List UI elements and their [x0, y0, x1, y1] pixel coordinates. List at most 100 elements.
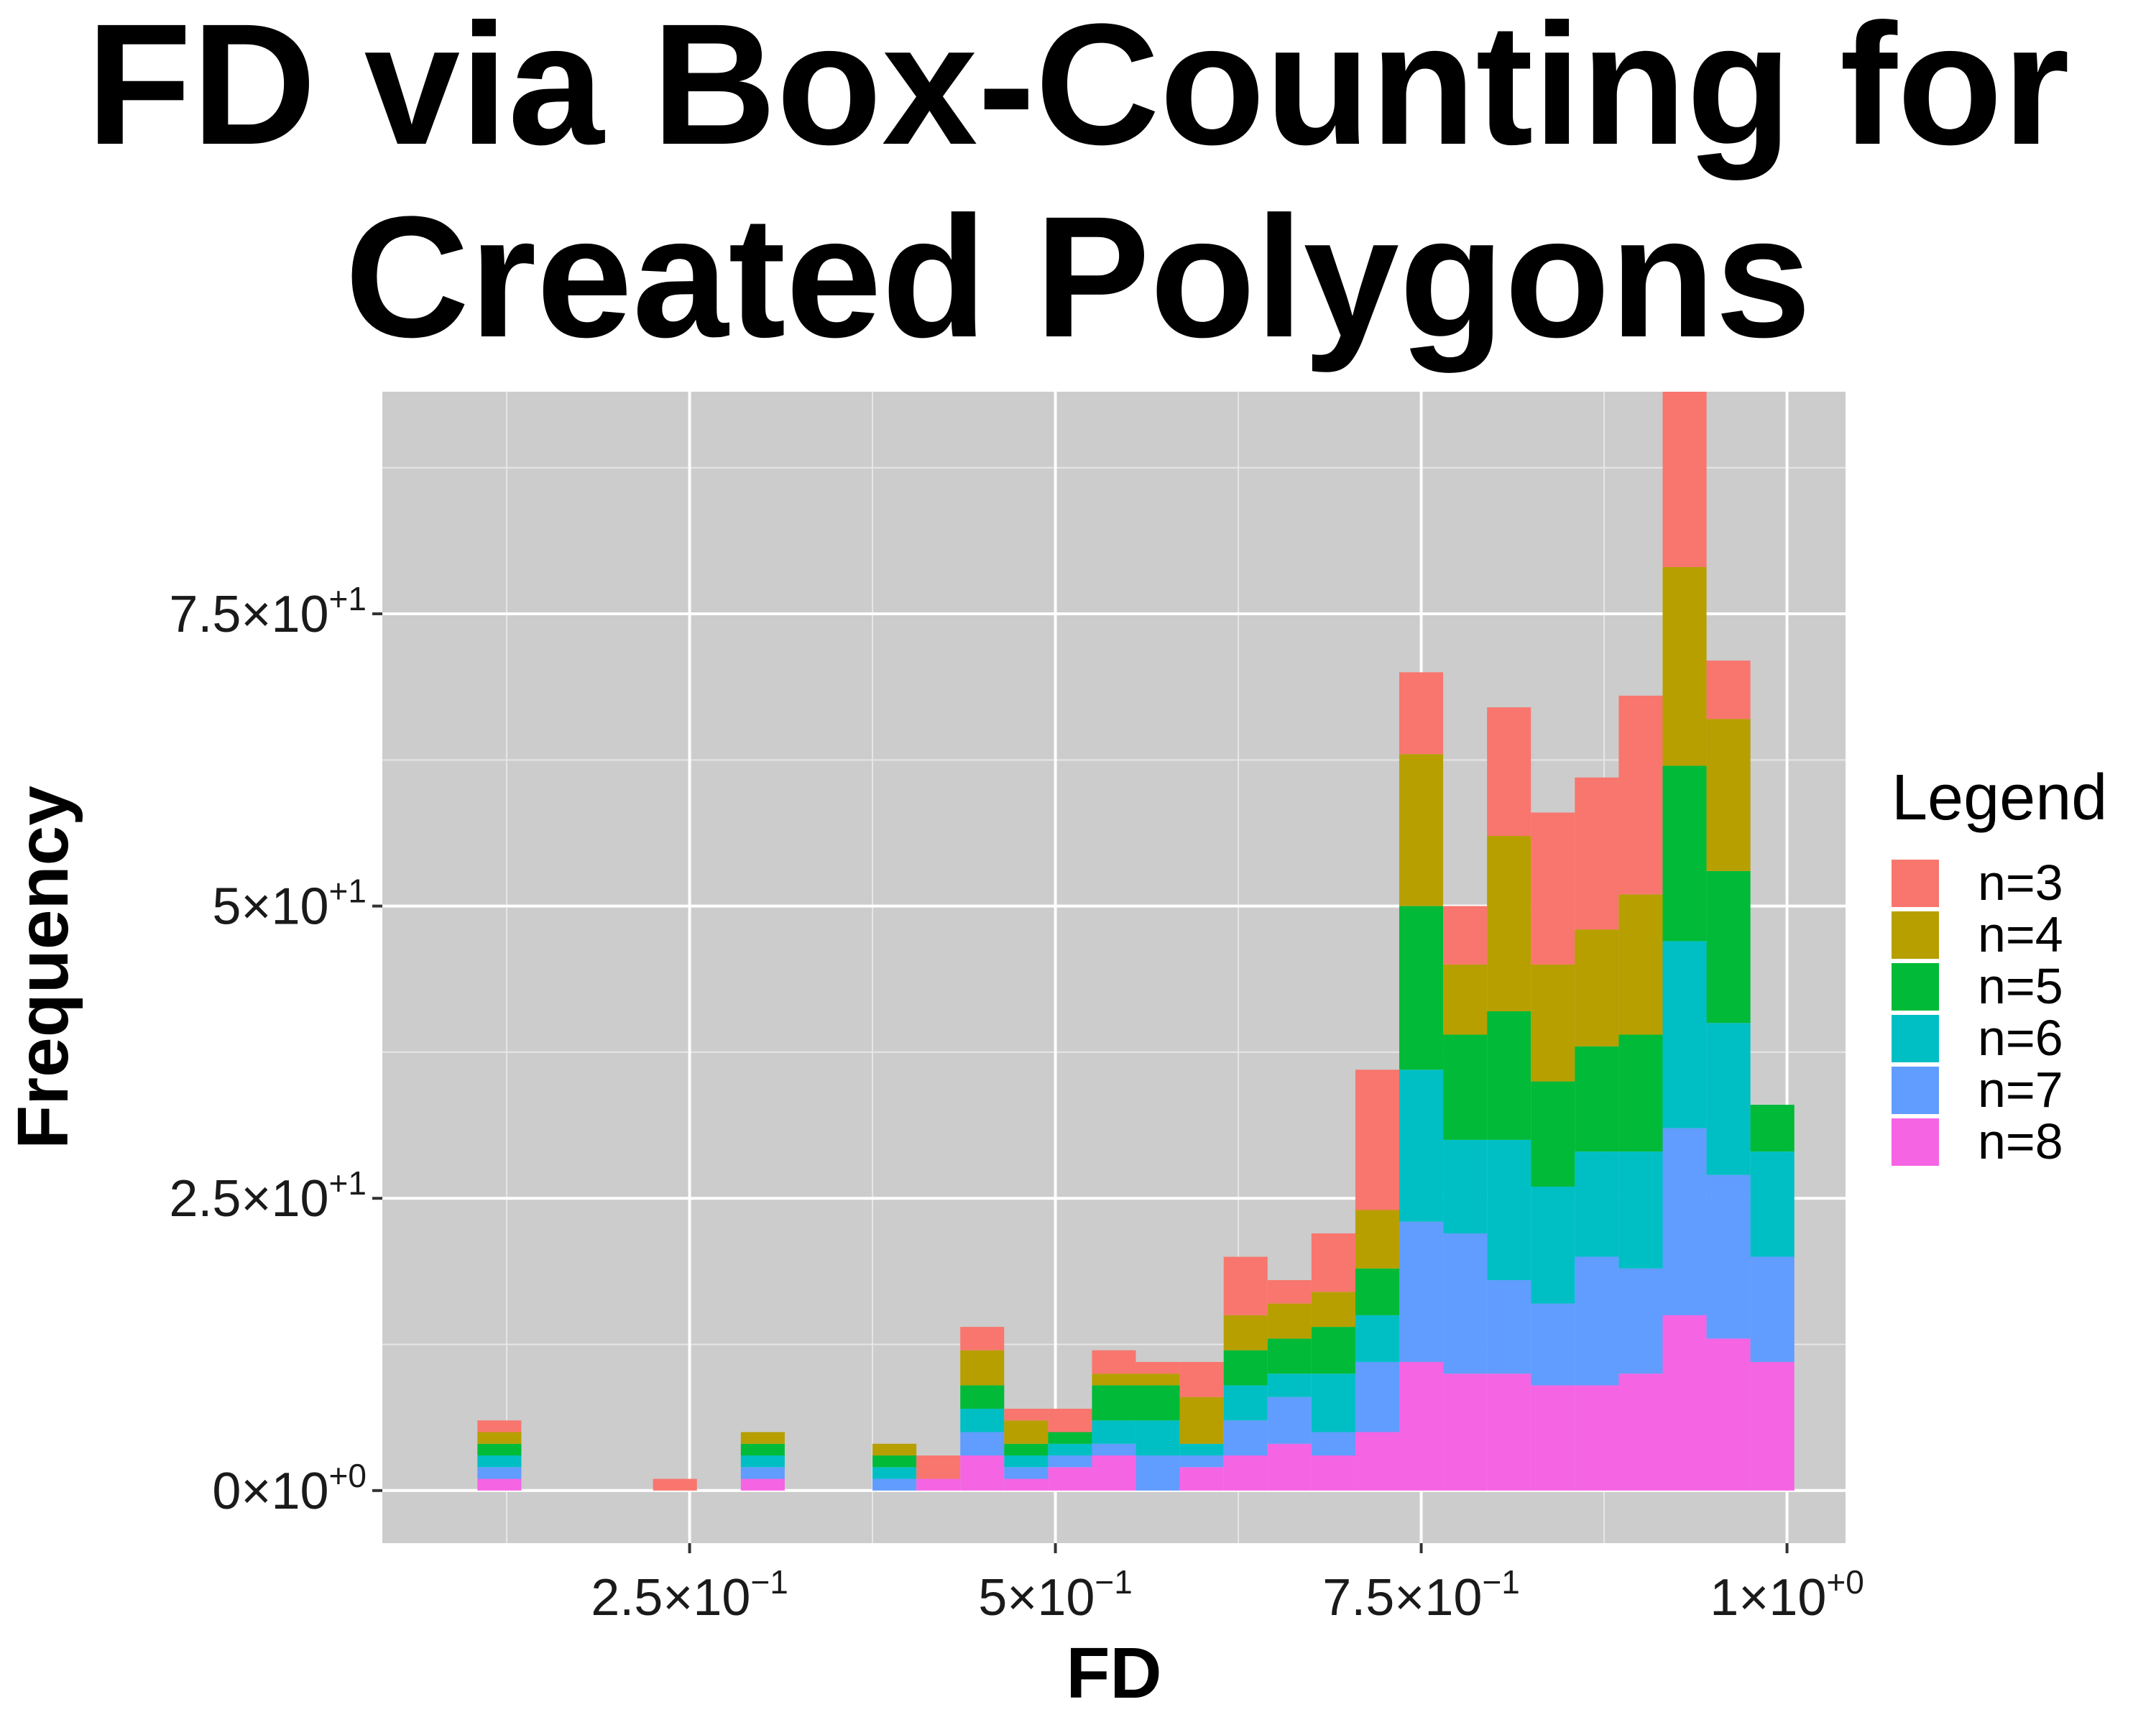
bar-segment-n5-bin-22	[1706, 870, 1751, 1024]
bar-segment-n6-bin-2	[740, 1455, 785, 1468]
chart-title-line-2: Created Polygons	[345, 180, 1811, 373]
bar-segment-n3-bin-13	[1311, 1233, 1355, 1292]
bar-segment-n4-bin-14	[1355, 1210, 1400, 1269]
bar-segment-n6-bin-14	[1355, 1315, 1400, 1362]
bar-segment-n8-bin-23	[1750, 1361, 1795, 1491]
bar-segment-n7-bin-8	[1092, 1443, 1136, 1456]
bar-segment-n4-bin-15	[1399, 754, 1444, 906]
bar-segment-n5-bin-0	[477, 1443, 522, 1456]
bar-segment-n7-bin-14	[1355, 1361, 1400, 1432]
bar-segment-n3-bin-7	[1048, 1408, 1092, 1432]
legend-label-n7: n=7	[1978, 1062, 2063, 1118]
bar-segment-n6-bin-9	[1135, 1420, 1180, 1456]
bar-segment-n5-bin-16	[1443, 1034, 1488, 1140]
bar-segment-n3-bin-22	[1706, 661, 1751, 719]
bar-segment-n8-bin-6	[1004, 1478, 1049, 1491]
bar-segment-n8-bin-18	[1531, 1385, 1575, 1491]
bar-segment-n6-bin-13	[1311, 1374, 1355, 1432]
bar-segment-n5-bin-8	[1092, 1385, 1136, 1421]
bar-segment-n8-bin-13	[1311, 1455, 1355, 1491]
bar-segment-n3-bin-20	[1618, 695, 1663, 895]
bar-segment-n8-bin-22	[1706, 1338, 1751, 1491]
bar-segment-n7-bin-9	[1135, 1455, 1180, 1491]
bar-segment-n8-bin-10	[1179, 1467, 1224, 1491]
bar-segment-n5-bin-6	[1004, 1443, 1049, 1456]
bar-segment-n6-bin-11	[1223, 1385, 1268, 1421]
bar-segment-n3-bin-18	[1531, 812, 1575, 965]
bar-segment-n3-bin-9	[1135, 1361, 1180, 1374]
x-tick-label: 5×10−1	[978, 1563, 1133, 1627]
x-tick-label: 1×10+0	[1710, 1563, 1864, 1627]
bar-segment-n8-bin-8	[1092, 1455, 1136, 1491]
bar-segment-n5-bin-21	[1662, 765, 1707, 942]
bar-segment-n3-bin-8	[1092, 1350, 1136, 1374]
legend-key-n5	[1892, 963, 1939, 1011]
bar-segment-n7-bin-12	[1267, 1397, 1312, 1444]
bar-segment-n5-bin-5	[960, 1385, 1005, 1409]
bar-segment-n5-bin-2	[740, 1443, 785, 1456]
bar-segment-n8-bin-21	[1662, 1315, 1707, 1491]
bar-segment-n7-bin-22	[1706, 1174, 1751, 1339]
bar-segment-n4-bin-19	[1575, 929, 1619, 1046]
bar-segment-n7-bin-7	[1048, 1455, 1092, 1468]
bar-segment-n8-bin-2	[740, 1478, 785, 1491]
bar-segment-n6-bin-12	[1267, 1374, 1312, 1397]
bar-segment-n3-bin-11	[1223, 1256, 1268, 1315]
bar-segment-n3-bin-17	[1487, 707, 1531, 837]
bar-segment-n8-bin-15	[1399, 1361, 1444, 1491]
legend-key-n7	[1892, 1067, 1939, 1114]
bar-segment-n6-bin-3	[872, 1467, 917, 1479]
bar-segment-n7-bin-3	[872, 1478, 917, 1491]
bar-segment-n4-bin-21	[1662, 566, 1707, 766]
bar-segment-n7-bin-15	[1399, 1221, 1444, 1362]
legend-key-n4	[1892, 911, 1939, 959]
x-axis-title: FD	[1066, 1633, 1161, 1714]
bar-segment-n6-bin-20	[1618, 1151, 1663, 1269]
bar-segment-n5-bin-23	[1750, 1105, 1795, 1152]
bar-segment-n7-bin-5	[960, 1432, 1005, 1456]
bar-segment-n5-bin-9	[1135, 1385, 1180, 1421]
bar-segment-n5-bin-14	[1355, 1268, 1400, 1315]
bar-segment-n4-bin-10	[1179, 1397, 1224, 1444]
bar-segment-n3-bin-12	[1267, 1280, 1312, 1304]
y-tick-label: 7.5×10+1	[169, 580, 367, 643]
bar-segment-n7-bin-18	[1531, 1303, 1575, 1386]
bar-segment-n7-bin-13	[1311, 1432, 1355, 1456]
bar-segment-n4-bin-5	[960, 1350, 1005, 1386]
bar-segment-n4-bin-22	[1706, 719, 1751, 871]
bar-segment-n8-bin-19	[1575, 1385, 1619, 1491]
bar-segment-n6-bin-17	[1487, 1139, 1531, 1281]
legend-key-n6	[1892, 1015, 1939, 1062]
bar-segment-n5-bin-7	[1048, 1432, 1092, 1444]
bar-segment-n7-bin-0	[477, 1467, 522, 1479]
bar-segment-n5-bin-20	[1618, 1034, 1663, 1152]
bar-segment-n8-bin-5	[960, 1455, 1005, 1491]
bar-segment-n6-bin-5	[960, 1408, 1005, 1432]
bar-segment-n7-bin-17	[1487, 1280, 1531, 1374]
legend-label-n5: n=5	[1978, 958, 2063, 1014]
bar-segment-n4-bin-2	[740, 1432, 785, 1444]
bar-segment-n3-bin-6	[1004, 1408, 1049, 1421]
bar-segment-n8-bin-4	[916, 1478, 961, 1491]
bar-segment-n6-bin-6	[1004, 1455, 1049, 1468]
bar-segment-n6-bin-8	[1092, 1420, 1136, 1444]
chart-title-line-1: FD via Box-Counting for	[86, 0, 2070, 180]
bar-segment-n8-bin-11	[1223, 1455, 1268, 1491]
legend-key-n3	[1892, 860, 1939, 907]
bar-segment-n3-bin-1	[653, 1478, 697, 1491]
bar-segment-n4-bin-8	[1092, 1374, 1136, 1386]
bar-segment-n5-bin-11	[1223, 1350, 1268, 1386]
bar-segment-n5-bin-18	[1531, 1081, 1575, 1187]
bar-segment-n6-bin-10	[1179, 1443, 1224, 1456]
y-tick-label: 2.5×10+1	[169, 1164, 367, 1228]
bar-segment-n7-bin-19	[1575, 1256, 1619, 1386]
bar-segment-n7-bin-2	[740, 1467, 785, 1479]
y-tick-label: 0×10+0	[212, 1457, 367, 1520]
bar-segment-n6-bin-15	[1399, 1070, 1444, 1222]
legend-label-n6: n=6	[1978, 1010, 2063, 1066]
bar-segment-n4-bin-0	[477, 1432, 522, 1444]
histogram-bars	[477, 392, 1795, 1491]
bar-segment-n6-bin-23	[1750, 1151, 1795, 1257]
bar-segment-n4-bin-11	[1223, 1315, 1268, 1351]
bar-segment-n4-bin-13	[1311, 1292, 1355, 1328]
